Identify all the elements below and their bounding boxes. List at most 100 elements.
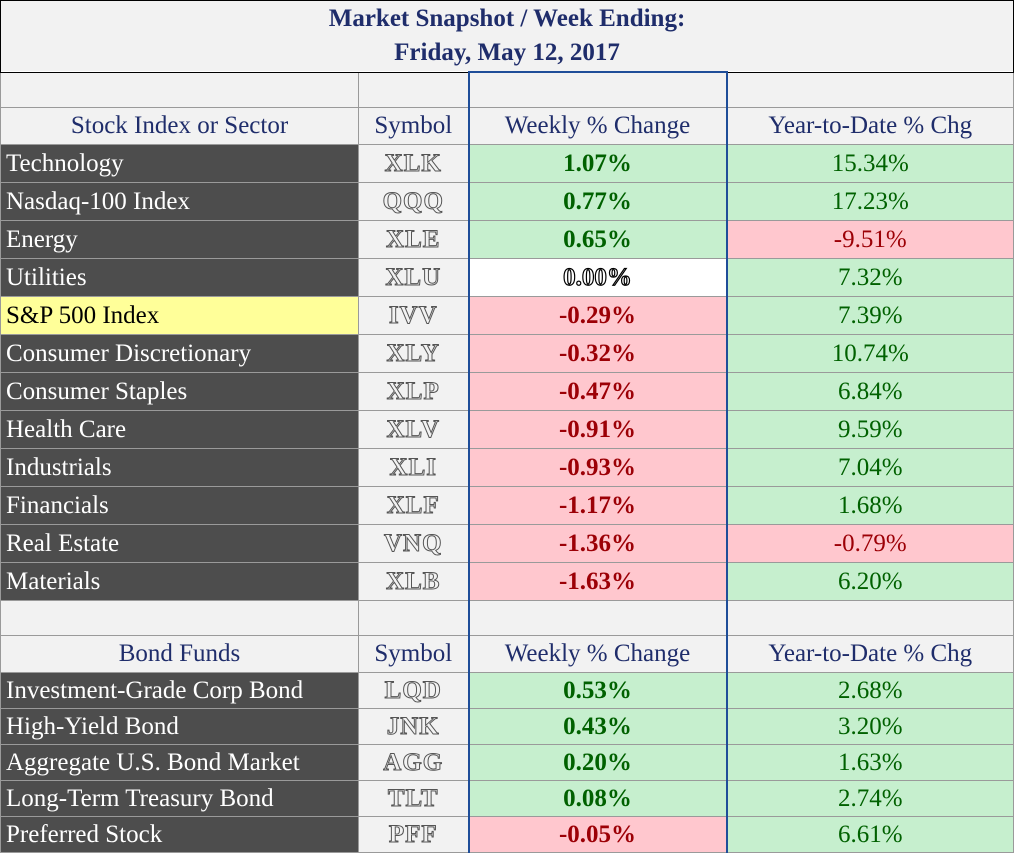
row-ytd-change[interactable]: 6.84%	[727, 373, 1014, 411]
row-name[interactable]: Consumer Discretionary	[1, 335, 359, 373]
row-symbol[interactable]: XLP	[359, 373, 469, 411]
row-weekly-change[interactable]: 1.07%	[469, 145, 727, 183]
row-ytd-change[interactable]: 2.68%	[727, 673, 1014, 709]
row-symbol[interactable]: AGG	[359, 745, 469, 781]
row-weekly-change[interactable]: 0.00%	[469, 259, 727, 297]
row-ytd-change[interactable]: 1.68%	[727, 487, 1014, 525]
row-symbol[interactable]: LQD	[359, 673, 469, 709]
row-symbol[interactable]: XLU	[359, 259, 469, 297]
row-weekly-change[interactable]: 0.65%	[469, 221, 727, 259]
row-weekly-change[interactable]: -0.93%	[469, 449, 727, 487]
row-ytd-change[interactable]: -0.79%	[727, 525, 1014, 563]
row-weekly-change[interactable]: 0.20%	[469, 745, 727, 781]
empty-cell[interactable]	[359, 601, 469, 636]
row-ytd-change[interactable]: -9.51%	[727, 221, 1014, 259]
row-name[interactable]: Materials	[1, 563, 359, 601]
header-stock-index[interactable]: Stock Index or Sector	[1, 108, 359, 145]
row-symbol[interactable]: XLV	[359, 411, 469, 449]
row-weekly-change[interactable]: 0.77%	[469, 183, 727, 221]
row-ytd-change[interactable]: 2.74%	[727, 781, 1014, 817]
table-row: Consumer Discretionary XLY -0.32% 10.74%	[1, 335, 1014, 373]
row-symbol[interactable]: JNK	[359, 709, 469, 745]
row-name[interactable]: Long-Term Treasury Bond	[1, 781, 359, 817]
row-name[interactable]: Consumer Staples	[1, 373, 359, 411]
table-row: Aggregate U.S. Bond Market AGG 0.20% 1.63%	[1, 745, 1014, 781]
row-weekly-change[interactable]: -0.05%	[469, 817, 727, 853]
header-ytd-change[interactable]: Year-to-Date % Chg	[727, 108, 1014, 145]
row-ytd-change[interactable]: 3.20%	[727, 709, 1014, 745]
empty-cell[interactable]	[1, 601, 359, 636]
row-ytd-change[interactable]: 17.23%	[727, 183, 1014, 221]
row-name[interactable]: Health Care	[1, 411, 359, 449]
title-cell[interactable]: Market Snapshot / Week Ending: Friday, M…	[1, 1, 1014, 73]
row-name[interactable]: Financials	[1, 487, 359, 525]
row-symbol[interactable]: XLB	[359, 563, 469, 601]
row-name[interactable]: Aggregate U.S. Bond Market	[1, 745, 359, 781]
row-name[interactable]: Preferred Stock	[1, 817, 359, 853]
weekly-value: -0.93%	[559, 454, 636, 481]
row-weekly-change[interactable]: -0.29%	[469, 297, 727, 335]
empty-cell[interactable]	[469, 601, 727, 636]
row-name[interactable]: Real Estate	[1, 525, 359, 563]
row-symbol[interactable]: XLY	[359, 335, 469, 373]
row-ytd-change[interactable]: 9.59%	[727, 411, 1014, 449]
row-weekly-change[interactable]: 0.08%	[469, 781, 727, 817]
row-name[interactable]: Utilities	[1, 259, 359, 297]
row-symbol[interactable]: XLF	[359, 487, 469, 525]
row-name[interactable]: Energy	[1, 221, 359, 259]
empty-cell[interactable]	[727, 72, 1014, 108]
row-symbol[interactable]: XLK	[359, 145, 469, 183]
row-weekly-change[interactable]: -0.32%	[469, 335, 727, 373]
header-symbol[interactable]: Symbol	[359, 636, 469, 673]
row-weekly-change[interactable]: -0.91%	[469, 411, 727, 449]
row-name[interactable]: Technology	[1, 145, 359, 183]
row-name[interactable]: Industrials	[1, 449, 359, 487]
row-ytd-change[interactable]: 6.61%	[727, 817, 1014, 853]
empty-cell[interactable]	[727, 601, 1014, 636]
row-ytd-change[interactable]: 1.63%	[727, 745, 1014, 781]
header-weekly-change[interactable]: Weekly % Change	[469, 636, 727, 673]
header-symbol[interactable]: Symbol	[359, 108, 469, 145]
empty-cell[interactable]	[359, 72, 469, 108]
stock-rows: Technology XLK 1.07% 15.34% Nasdaq-100 Index…	[1, 145, 1014, 601]
bond-header-row: Bond Funds Symbol Weekly % Change Year-t…	[1, 636, 1014, 673]
header-weekly-change[interactable]: Weekly % Change	[469, 108, 727, 145]
row-weekly-change[interactable]: 0.43%	[469, 709, 727, 745]
header-ytd-change[interactable]: Year-to-Date % Chg	[727, 636, 1014, 673]
row-symbol[interactable]: QQQ	[359, 183, 469, 221]
row-weekly-change[interactable]: -1.63%	[469, 563, 727, 601]
row-symbol[interactable]: TLT	[359, 781, 469, 817]
row-symbol[interactable]: PFF	[359, 817, 469, 853]
row-name[interactable]: High-Yield Bond	[1, 709, 359, 745]
weekly-value: 0.43%	[563, 713, 632, 740]
row-weekly-change[interactable]: -0.47%	[469, 373, 727, 411]
row-weekly-change[interactable]: -1.17%	[469, 487, 727, 525]
header-bond-funds[interactable]: Bond Funds	[1, 636, 359, 673]
row-name[interactable]: S&P 500 Index	[1, 297, 359, 335]
row-weekly-change[interactable]: -1.36%	[469, 525, 727, 563]
row-symbol[interactable]: XLE	[359, 221, 469, 259]
empty-cell[interactable]	[1, 72, 359, 108]
row-symbol[interactable]: XLI	[359, 449, 469, 487]
weekly-value: 0.77%	[563, 188, 632, 215]
empty-cell[interactable]	[469, 72, 727, 108]
weekly-value: 0.53%	[563, 677, 632, 704]
row-ytd-change[interactable]: 6.20%	[727, 563, 1014, 601]
symbol-text: XLU	[385, 264, 441, 291]
row-ytd-change[interactable]: 7.04%	[727, 449, 1014, 487]
row-symbol[interactable]: IVV	[359, 297, 469, 335]
symbol-text: LQD	[385, 677, 442, 704]
row-name[interactable]: Nasdaq-100 Index	[1, 183, 359, 221]
row-ytd-change[interactable]: 15.34%	[727, 145, 1014, 183]
row-ytd-change[interactable]: 10.74%	[727, 335, 1014, 373]
weekly-value: -0.05%	[559, 821, 636, 848]
row-name[interactable]: Investment-Grade Corp Bond	[1, 673, 359, 709]
symbol-text: XLK	[385, 150, 442, 177]
row-symbol[interactable]: VNQ	[359, 525, 469, 563]
row-weekly-change[interactable]: 0.53%	[469, 673, 727, 709]
row-ytd-change[interactable]: 7.39%	[727, 297, 1014, 335]
symbol-text: XLE	[386, 226, 440, 253]
symbol-text: PFF	[389, 821, 438, 848]
row-ytd-change[interactable]: 7.32%	[727, 259, 1014, 297]
